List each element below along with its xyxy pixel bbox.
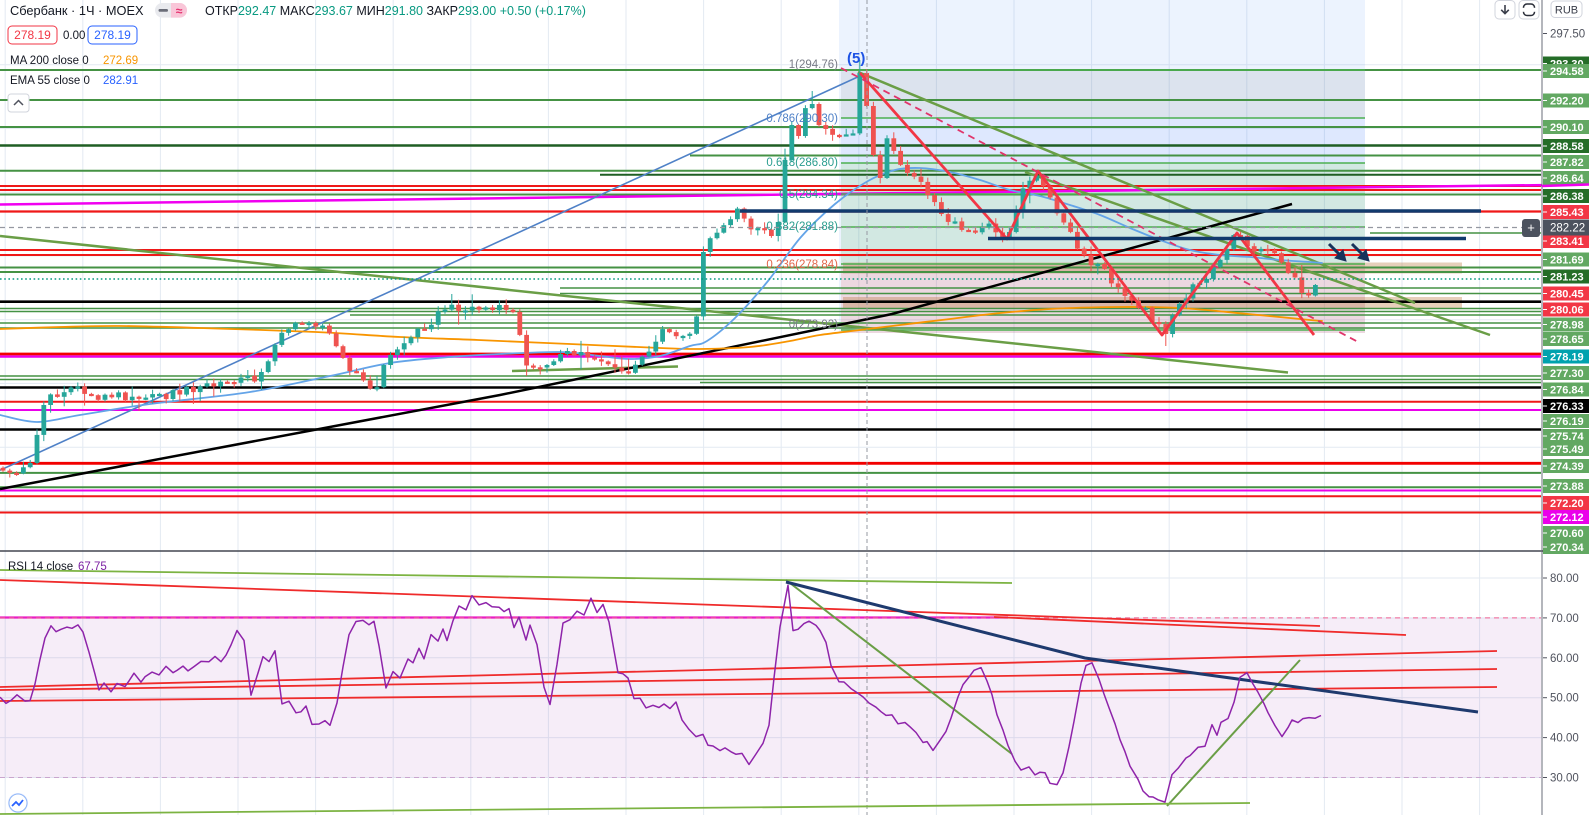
svg-text:297.50: 297.50 [1550, 29, 1585, 41]
svg-text:80.00: 80.00 [1550, 573, 1579, 585]
svg-text:(5): (5) [847, 50, 865, 67]
svg-text:270.60: 270.60 [1550, 528, 1584, 540]
svg-text:275.49: 275.49 [1550, 444, 1584, 456]
svg-text:290.10: 290.10 [1550, 122, 1584, 134]
svg-text:ОТКР292.47 МАКС293.67 МИН291.8: ОТКР292.47 МАКС293.67 МИН291.80 ЗАКР293.… [205, 4, 586, 18]
svg-text:287.82: 287.82 [1550, 157, 1584, 169]
svg-text:278.19: 278.19 [14, 28, 51, 42]
svg-text:278.19: 278.19 [94, 28, 131, 42]
svg-text:30.00: 30.00 [1550, 773, 1579, 785]
svg-text:281.69: 281.69 [1550, 255, 1584, 267]
svg-text:67.75: 67.75 [78, 561, 107, 573]
svg-text:272.69: 272.69 [103, 55, 138, 67]
svg-text:270.34: 270.34 [1550, 542, 1585, 554]
svg-text:70.00: 70.00 [1550, 613, 1579, 625]
svg-text:272.20: 272.20 [1550, 498, 1584, 510]
svg-text:1(294.76): 1(294.76) [789, 59, 838, 71]
svg-text:292.20: 292.20 [1550, 96, 1584, 108]
svg-text:60.00: 60.00 [1550, 653, 1579, 665]
svg-text:285.43: 285.43 [1550, 207, 1584, 219]
svg-text:280.06: 280.06 [1550, 305, 1584, 317]
svg-text:276.84: 276.84 [1550, 385, 1585, 397]
svg-text:275.74: 275.74 [1550, 431, 1585, 443]
svg-text:282.22: 282.22 [1550, 223, 1585, 235]
svg-text:278.98: 278.98 [1550, 320, 1584, 332]
svg-text:278.65: 278.65 [1550, 334, 1584, 346]
svg-text:288.58: 288.58 [1550, 141, 1584, 153]
svg-text:RSI 14 close: RSI 14 close [8, 561, 73, 573]
svg-text:≈: ≈ [176, 4, 183, 18]
svg-text:Сбербанк · 1Ч · MOEX: Сбербанк · 1Ч · MOEX [10, 3, 144, 18]
svg-text:276.19: 276.19 [1550, 416, 1584, 428]
svg-text:272.12: 272.12 [1550, 512, 1584, 524]
svg-text:+: + [1527, 220, 1535, 235]
svg-text:50.00: 50.00 [1550, 693, 1579, 705]
svg-text:278.19: 278.19 [1550, 352, 1584, 364]
svg-text:MA 200 close 0: MA 200 close 0 [10, 55, 89, 67]
svg-text:281.23: 281.23 [1550, 272, 1584, 284]
svg-text:40.00: 40.00 [1550, 733, 1579, 745]
svg-text:274.39: 274.39 [1550, 461, 1584, 473]
svg-text:0(273.92): 0(273.92) [789, 319, 838, 331]
svg-text:0.00: 0.00 [63, 30, 85, 42]
svg-text:286.64: 286.64 [1550, 173, 1585, 185]
svg-text:294.58: 294.58 [1550, 66, 1584, 78]
svg-text:0.5(284.34): 0.5(284.34) [779, 189, 838, 201]
svg-text:277.30: 277.30 [1550, 368, 1584, 380]
svg-text:RUB: RUB [1555, 5, 1578, 17]
svg-text:0.236(278.84): 0.236(278.84) [766, 259, 838, 271]
svg-text:280.45: 280.45 [1550, 289, 1584, 301]
svg-text:273.88: 273.88 [1550, 481, 1584, 493]
svg-text:0.382(281.88): 0.382(281.88) [766, 221, 838, 233]
svg-text:276.33: 276.33 [1550, 401, 1584, 413]
svg-text:EMA 55 close 0: EMA 55 close 0 [10, 75, 90, 87]
svg-text:0.786(290.30): 0.786(290.30) [766, 113, 838, 125]
svg-text:283.41: 283.41 [1550, 236, 1584, 248]
svg-text:286.38: 286.38 [1550, 191, 1584, 203]
svg-text:0.618(286.80): 0.618(286.80) [766, 157, 838, 169]
svg-text:282.91: 282.91 [103, 75, 138, 87]
